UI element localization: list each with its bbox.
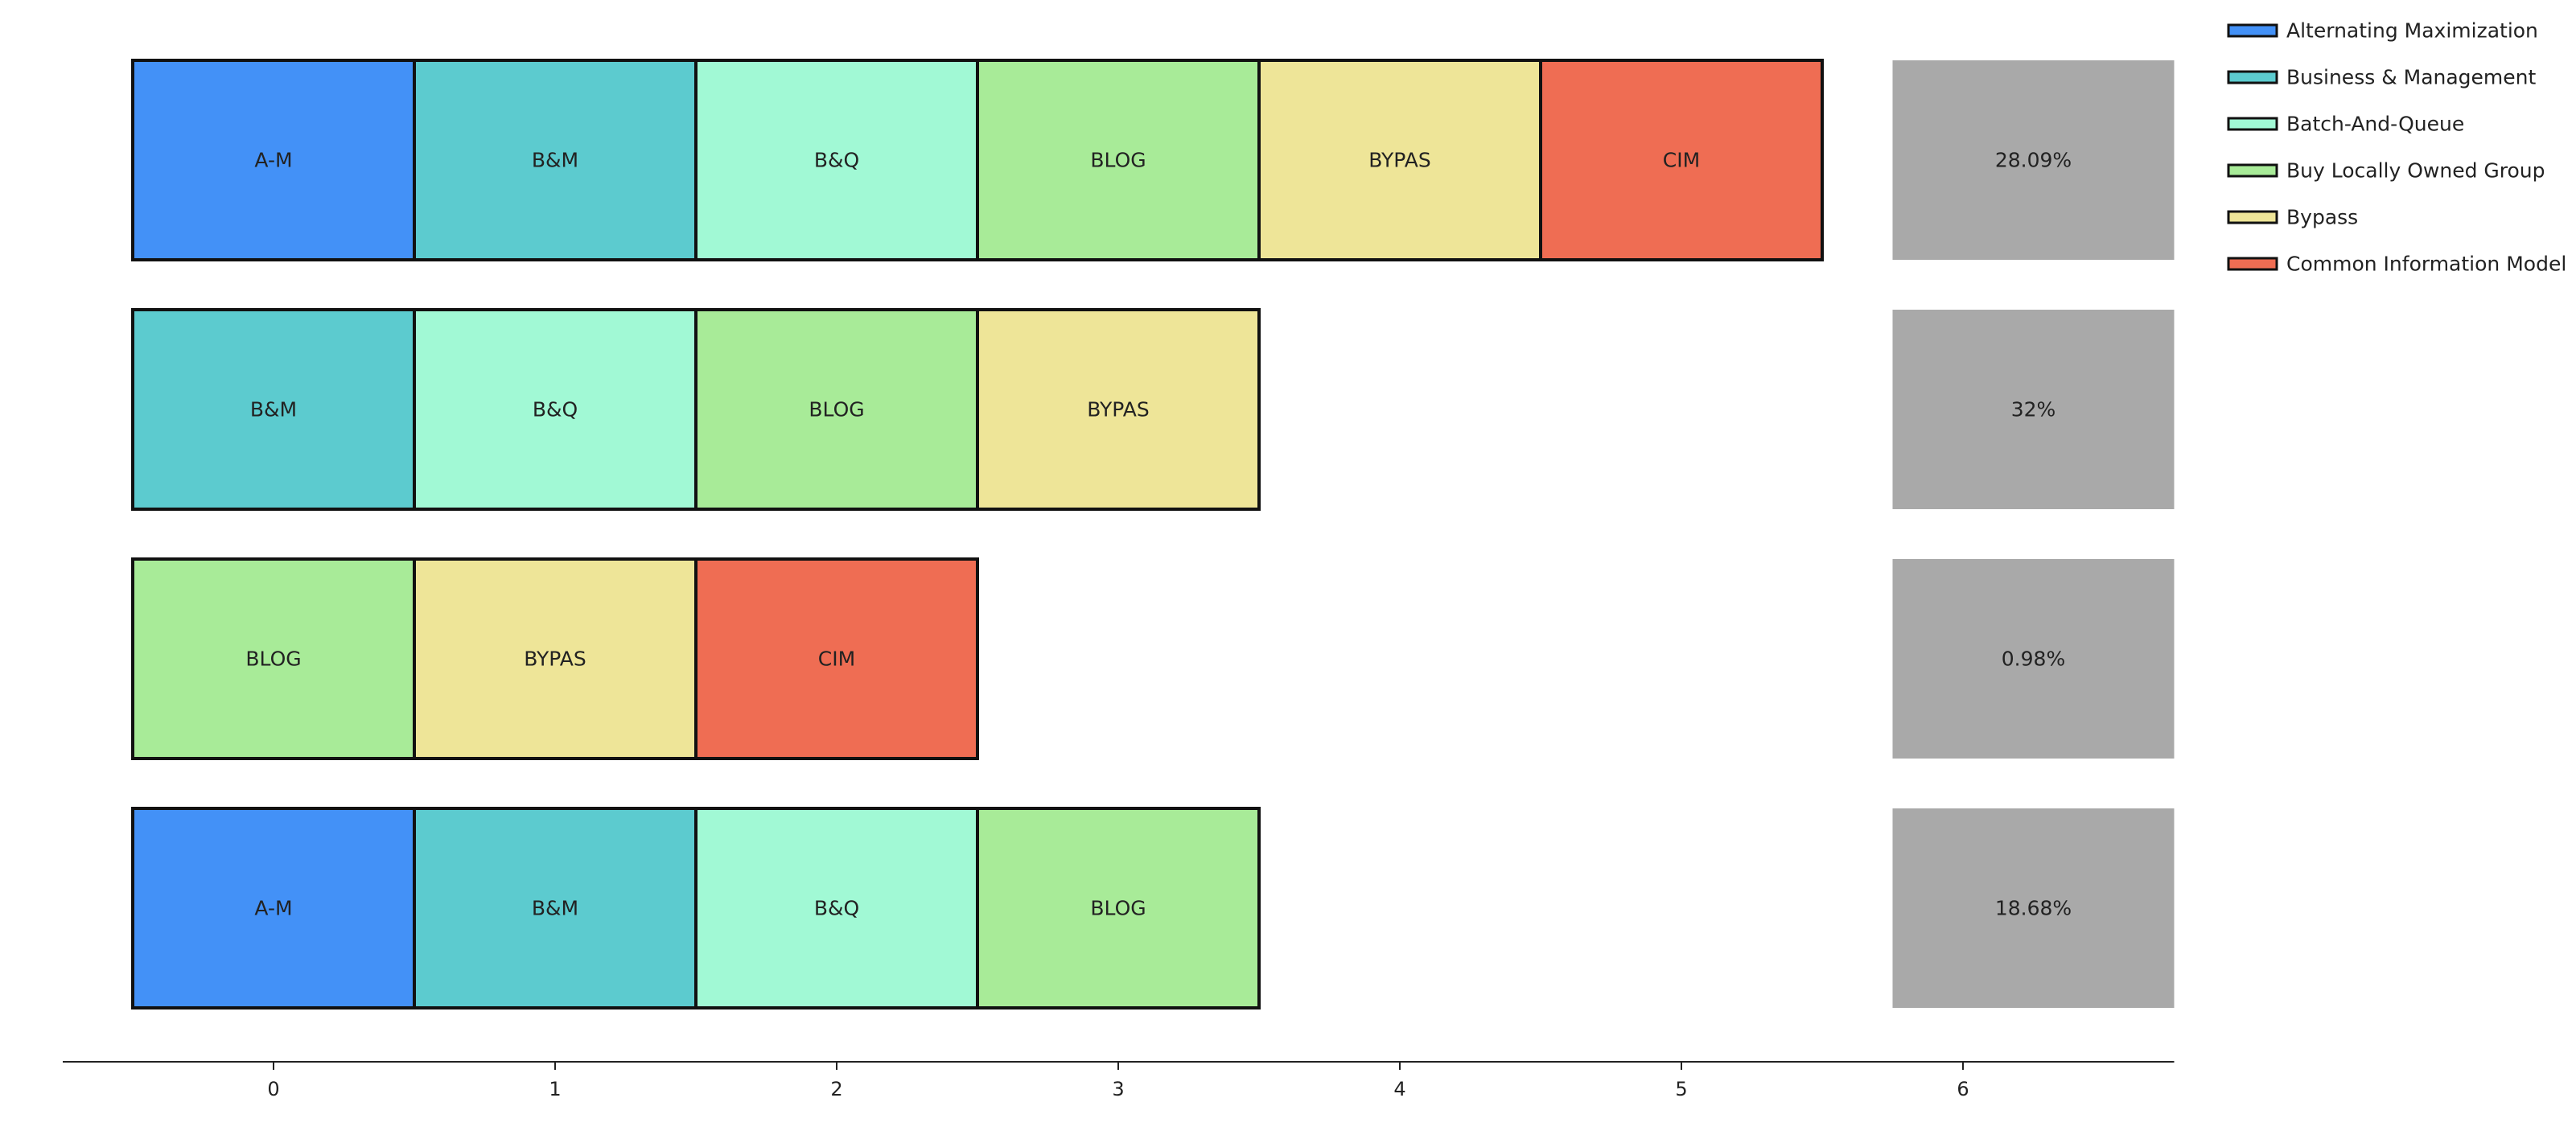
cell-bypas: [1257, 59, 1542, 261]
x-tick-label: 5: [1675, 1078, 1687, 1100]
x-tick-label: 2: [830, 1078, 842, 1100]
legend-label: Common Information Model: [2286, 253, 2566, 276]
cell-b-m: [413, 807, 697, 1009]
cell-bypas: [413, 557, 697, 760]
cell-label: BLOG: [1090, 149, 1146, 172]
cell-blog: [131, 557, 416, 760]
share-box: [1892, 60, 2175, 260]
row-0: A-M B&M B&Q BLOG BYPAS CIM 28.09%: [131, 59, 2175, 261]
row-2: BLOG BYPAS CIM 0.98%: [131, 557, 2175, 760]
legend-item-alternating-maximization: Alternating Maximization: [2227, 19, 2538, 43]
cell-blog: [976, 807, 1261, 1009]
cell-b-q: [413, 308, 697, 511]
legend-label: Bypass: [2286, 206, 2358, 229]
share-box: [1892, 808, 2175, 1008]
share-label: 28.09%: [1995, 149, 2072, 172]
legend-swatch: [2227, 257, 2278, 271]
legend-swatch: [2227, 23, 2278, 38]
cell-label: BLOG: [809, 398, 864, 421]
cell-label: BYPAS: [1368, 149, 1431, 172]
x-axis: 0 1 2 3 4 5 6: [63, 1061, 2175, 1100]
legend-swatch: [2227, 117, 2278, 131]
legend-item-common-information-model: Common Information Model: [2227, 253, 2566, 276]
row-1: B&M B&Q BLOG BYPAS 32%: [131, 308, 2175, 511]
cell-label: B&Q: [814, 897, 859, 920]
cell-label: B&M: [532, 149, 578, 172]
cell-label: BYPAS: [1087, 398, 1150, 421]
legend-item-business-management: Business & Management: [2227, 66, 2537, 89]
cell-label: A-M: [254, 897, 292, 920]
legend-label: Business & Management: [2286, 66, 2537, 89]
legend: Alternating Maximization Business & Manag…: [2227, 19, 2566, 276]
cell-blog: [694, 308, 979, 511]
cell-blog: [976, 59, 1261, 261]
cell-b-q: [694, 59, 979, 261]
legend-swatch: [2227, 163, 2278, 178]
cell-label: B&M: [532, 897, 578, 920]
cell-bypas: [976, 308, 1261, 511]
cell-label: CIM: [818, 648, 855, 671]
share-label: 32%: [2011, 398, 2056, 421]
share-box: [1892, 310, 2175, 509]
cell-label: B&Q: [533, 398, 578, 421]
legend-item-batch-and-queue: Batch-And-Queue: [2227, 113, 2464, 136]
cell-a-m: [131, 59, 416, 261]
x-tick-label: 0: [267, 1078, 279, 1100]
rows-layer: A-M B&M B&Q BLOG BYPAS CIM 28.09% B&M B&Q BLOG BYP…: [131, 59, 2175, 1009]
cell-b-m: [413, 59, 697, 261]
x-tick-label: 6: [1957, 1078, 1969, 1100]
x-tick-label: 4: [1393, 1078, 1405, 1100]
cell-b-q: [694, 807, 979, 1009]
cell-label: BLOG: [245, 648, 301, 671]
cell-cim: [694, 557, 979, 760]
cell-label: BYPAS: [524, 648, 586, 671]
cell-cim: [1539, 59, 1824, 261]
legend-item-buy-locally-owned-group: Buy Locally Owned Group: [2227, 159, 2545, 183]
x-tick-label: 1: [549, 1078, 561, 1100]
share-label: 0.98%: [2002, 648, 2065, 671]
legend-swatch: [2227, 70, 2278, 84]
cell-label: CIM: [1663, 149, 1700, 172]
cell-a-m: [131, 807, 416, 1009]
legend-swatch: [2227, 210, 2278, 224]
row-3: A-M B&M B&Q BLOG 18.68%: [131, 807, 2175, 1009]
legend-item-bypass: Bypass: [2227, 206, 2358, 229]
legend-label: Alternating Maximization: [2286, 19, 2538, 43]
cell-label: A-M: [254, 149, 292, 172]
share-label: 18.68%: [1995, 897, 2072, 920]
share-box: [1892, 559, 2175, 759]
cell-label: B&Q: [814, 149, 859, 172]
x-tick-label: 3: [1112, 1078, 1124, 1100]
legend-label: Batch-And-Queue: [2286, 113, 2464, 136]
cell-label: BLOG: [1090, 897, 1146, 920]
cell-label: B&M: [250, 398, 297, 421]
legend-label: Buy Locally Owned Group: [2286, 159, 2545, 183]
cell-b-m: [131, 308, 416, 511]
